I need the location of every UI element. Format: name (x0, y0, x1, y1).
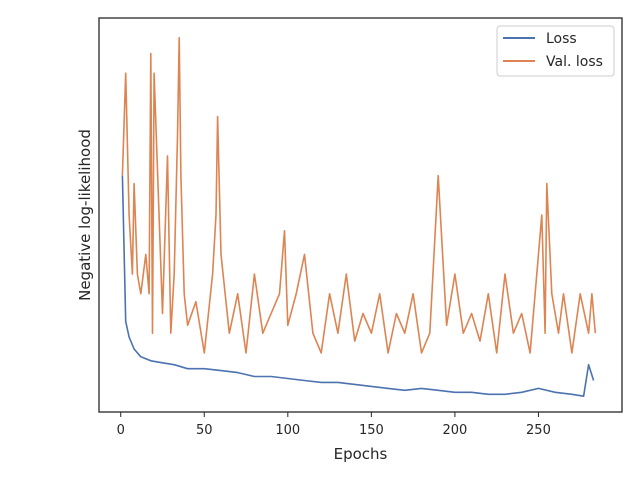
x-tick-label: 100 (275, 423, 300, 438)
plot-frame (98, 17, 623, 413)
series-layer (121, 36, 597, 398)
x-tick-label: 150 (359, 423, 384, 438)
x-tick-label: 200 (442, 423, 467, 438)
x-tick-label: 50 (196, 423, 213, 438)
legend: Loss Val. loss (496, 25, 615, 77)
x-tick-label: 250 (526, 423, 551, 438)
x-axis-label: Epochs (334, 445, 388, 463)
loss-line (121, 175, 595, 398)
y-axis-label: Negative log-likelihood (76, 129, 94, 301)
legend-label-loss: Loss (546, 31, 577, 47)
plot-area (99, 18, 622, 412)
x-tick-label: 0 (117, 423, 125, 438)
val-loss-line (121, 36, 597, 354)
x-axis-ticks: 0 50 100 150 200 250 (117, 412, 551, 438)
legend-label-val-loss: Val. loss (546, 54, 603, 70)
